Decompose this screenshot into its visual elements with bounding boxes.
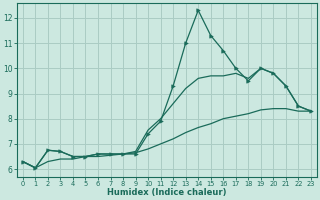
- X-axis label: Humidex (Indice chaleur): Humidex (Indice chaleur): [107, 188, 227, 197]
